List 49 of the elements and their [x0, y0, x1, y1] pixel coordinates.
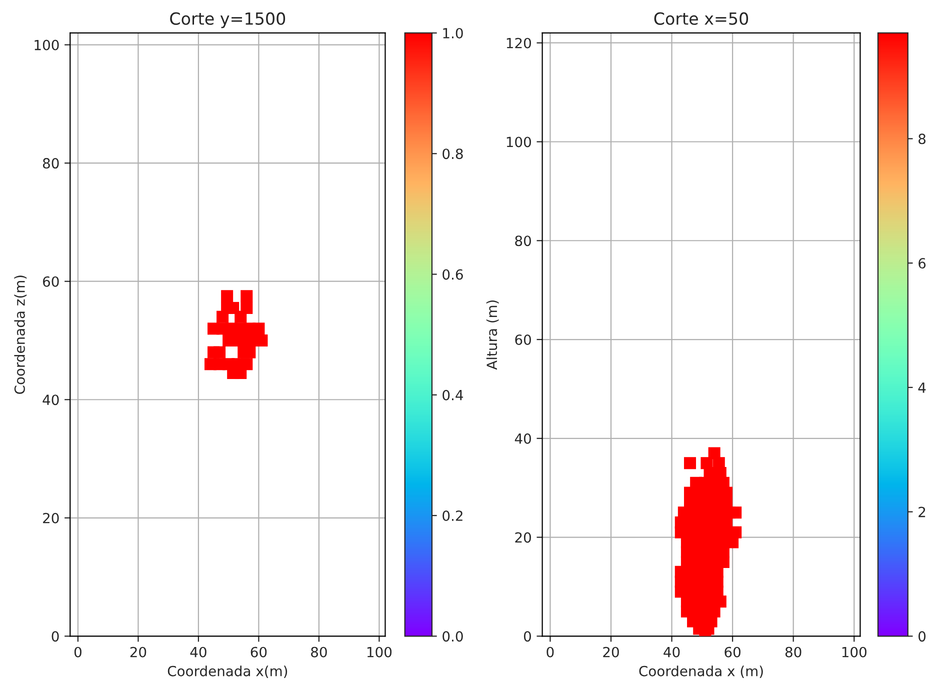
x-tick-label: 0	[546, 646, 554, 658]
y-tick-label: 0	[524, 631, 531, 642]
x-tick-label: 100	[367, 646, 392, 658]
color-bar-label: 1.0	[443, 28, 463, 38]
y-tick-label: 100	[34, 40, 59, 50]
y-tick-label: 80	[42, 158, 59, 169]
x-tick-label: 0	[74, 646, 82, 658]
color-bar-label: 0.6	[442, 269, 463, 280]
point	[214, 346, 226, 358]
x-tick-label: 20	[603, 646, 619, 658]
point	[244, 346, 256, 358]
chart-title: Corte x=50	[654, 12, 748, 25]
x-tick-label: 60	[250, 646, 267, 658]
chart-title: Corte y=1500	[170, 12, 286, 28]
color-bar-label: 0.8	[442, 148, 463, 160]
y-tick-label: 120	[506, 38, 531, 48]
point	[216, 310, 229, 323]
point	[252, 322, 265, 335]
y-axis-title: Coordenada z(m)	[14, 276, 27, 394]
x-tick-label: 40	[190, 646, 206, 658]
x-tick-label: 80	[311, 646, 327, 658]
x-tick-label: 40	[664, 646, 680, 658]
point	[221, 290, 234, 302]
y-axis-title: Altura (m)	[486, 300, 499, 370]
color-bar-label: 0.2	[442, 510, 462, 521]
x-tick-label: 80	[785, 646, 802, 658]
color-bar-label: 0.4	[442, 390, 463, 400]
y-tick-label: 0	[52, 631, 59, 642]
color-bar-label: 0	[918, 631, 926, 642]
y-tick-label: 100	[506, 136, 531, 148]
y-tick-label: 20	[43, 512, 59, 524]
x-axis-title: Coordenada x(m)	[168, 666, 288, 678]
y-tick-label: 60	[515, 334, 531, 345]
y-tick-label: 60	[43, 276, 59, 287]
point	[240, 290, 253, 302]
x-tick-label: 100	[842, 646, 866, 658]
x-axis-title: Coordenada x (m)	[639, 666, 763, 678]
y-tick-label: 80	[515, 236, 531, 246]
point	[234, 310, 247, 323]
color-bar-label: 6	[918, 258, 926, 269]
y-tick-label: 40	[42, 394, 59, 406]
y-tick-label: 40	[514, 433, 531, 444]
color-bar-label: 8	[918, 134, 926, 144]
color-bar-label: 2	[918, 506, 926, 518]
color-bar-label: 4	[918, 382, 926, 393]
y-tick-label: 20	[515, 532, 531, 543]
x-tick-label: 60	[724, 646, 740, 658]
x-tick-label: 20	[130, 646, 146, 658]
color-bar-label: 0.0	[442, 631, 463, 642]
